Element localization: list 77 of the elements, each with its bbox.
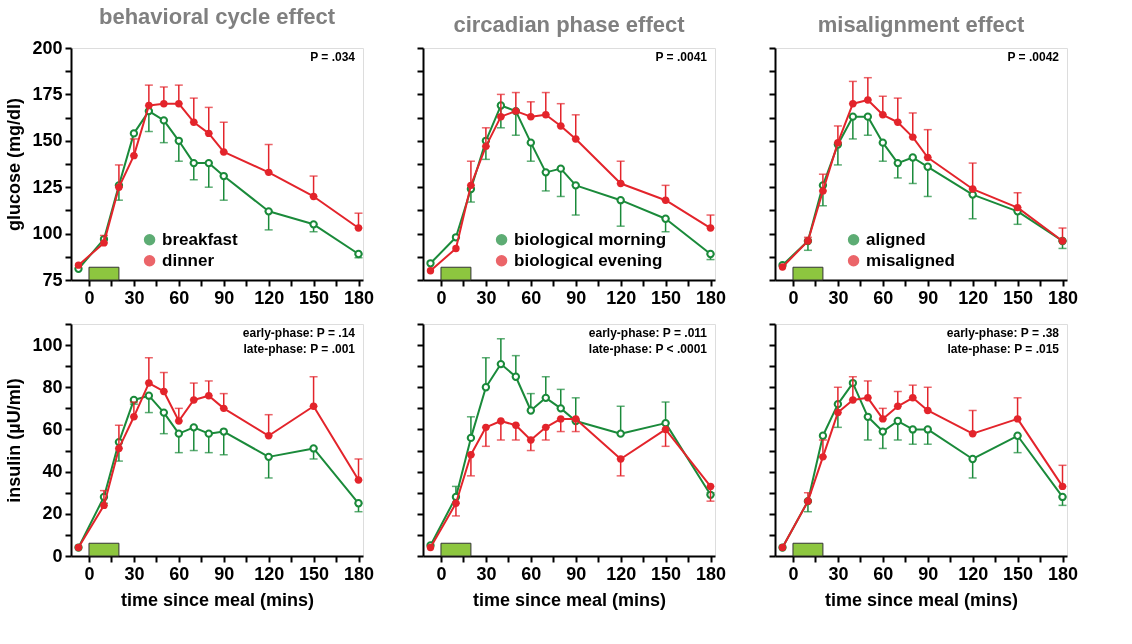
y-tick-label: 80 xyxy=(42,376,63,397)
legend-label: breakfast xyxy=(162,229,239,249)
x-tick-label: 120 xyxy=(606,287,637,308)
x-axis-title: time since meal (mins) xyxy=(824,589,1019,610)
x-tick-label: 180 xyxy=(695,287,727,308)
chart-title: circadian phase effect xyxy=(453,12,686,37)
x-axis-title: time since meal (mins) xyxy=(120,589,315,610)
y-tick-label: 20 xyxy=(42,503,63,524)
legend-label: biological evening xyxy=(514,250,663,270)
x-tick-label: 30 xyxy=(476,287,497,308)
x-tick-label: 90 xyxy=(214,563,235,584)
x-tick-label: 30 xyxy=(124,563,145,584)
x-tick-label: 30 xyxy=(828,287,849,308)
y-tick-label: 175 xyxy=(32,83,63,104)
y-tick-label: 0 xyxy=(52,545,63,566)
x-tick-label: 60 xyxy=(521,287,542,308)
x-tick-label: 120 xyxy=(606,563,637,584)
x-tick-label: 90 xyxy=(566,563,587,584)
x-tick-label: 150 xyxy=(299,563,330,584)
x-tick-label: 120 xyxy=(254,287,285,308)
y-tick-label: 60 xyxy=(42,418,63,439)
x-tick-label: 180 xyxy=(1047,563,1079,584)
chart-title: misalignment effect xyxy=(817,12,1025,37)
y-tick-label: 150 xyxy=(32,130,63,151)
x-tick-label: 150 xyxy=(299,287,330,308)
x-tick-label: 0 xyxy=(788,563,799,584)
x-tick-label: 60 xyxy=(169,287,190,308)
x-tick-label: 150 xyxy=(1003,287,1034,308)
x-tick-label: 0 xyxy=(788,287,799,308)
x-tick-label: 90 xyxy=(918,287,939,308)
annotation: P = .0042 xyxy=(1007,50,1060,64)
x-tick-label: 30 xyxy=(476,563,497,584)
legend-label: misaligned xyxy=(866,250,955,270)
x-axis-title: time since meal (mins) xyxy=(472,589,667,610)
annotation: early-phase: P = .38 xyxy=(946,326,1060,340)
x-tick-label: 0 xyxy=(436,287,447,308)
y-tick-label: 125 xyxy=(32,176,63,197)
x-tick-label: 180 xyxy=(343,287,375,308)
annotation: late-phase: P = .015 xyxy=(947,342,1060,356)
x-tick-label: 60 xyxy=(873,287,894,308)
x-tick-label: 0 xyxy=(84,563,95,584)
y-axis-title: glucose (mg/dl) xyxy=(4,97,25,232)
annotation: early-phase: P = .14 xyxy=(242,326,356,340)
y-tick-label: 200 xyxy=(32,37,63,58)
y-tick-label: 100 xyxy=(32,223,63,244)
x-tick-label: 60 xyxy=(169,563,190,584)
y-tick-label: 75 xyxy=(42,269,63,290)
x-tick-label: 60 xyxy=(873,563,894,584)
annotation: early-phase: P = .011 xyxy=(588,326,708,340)
x-tick-label: 0 xyxy=(436,563,447,584)
annotation: P = .034 xyxy=(310,50,356,64)
x-tick-label: 90 xyxy=(566,287,587,308)
legend-label: dinner xyxy=(162,250,215,270)
annotation: P = .0041 xyxy=(655,50,708,64)
y-axis-title: insulin (µU/ml) xyxy=(4,378,25,503)
x-tick-label: 180 xyxy=(1047,287,1079,308)
x-tick-label: 90 xyxy=(918,563,939,584)
x-tick-label: 150 xyxy=(651,287,682,308)
x-tick-label: 180 xyxy=(695,563,727,584)
legend-label: aligned xyxy=(866,229,926,249)
annotation: late-phase: P < .0001 xyxy=(588,342,708,356)
x-tick-label: 90 xyxy=(214,287,235,308)
x-tick-label: 150 xyxy=(1003,563,1034,584)
x-tick-label: 120 xyxy=(254,563,285,584)
x-tick-label: 0 xyxy=(84,287,95,308)
x-tick-label: 150 xyxy=(651,563,682,584)
x-tick-label: 120 xyxy=(958,287,989,308)
y-tick-label: 40 xyxy=(42,461,63,482)
x-tick-label: 180 xyxy=(343,563,375,584)
x-tick-label: 60 xyxy=(521,563,542,584)
x-tick-label: 30 xyxy=(828,563,849,584)
legend-label: biological morning xyxy=(514,229,667,249)
x-tick-label: 30 xyxy=(124,287,145,308)
chart-title: behavioral cycle effect xyxy=(98,4,336,29)
annotation: late-phase: P = .001 xyxy=(243,342,356,356)
x-tick-label: 120 xyxy=(958,563,989,584)
y-tick-label: 100 xyxy=(32,334,63,355)
